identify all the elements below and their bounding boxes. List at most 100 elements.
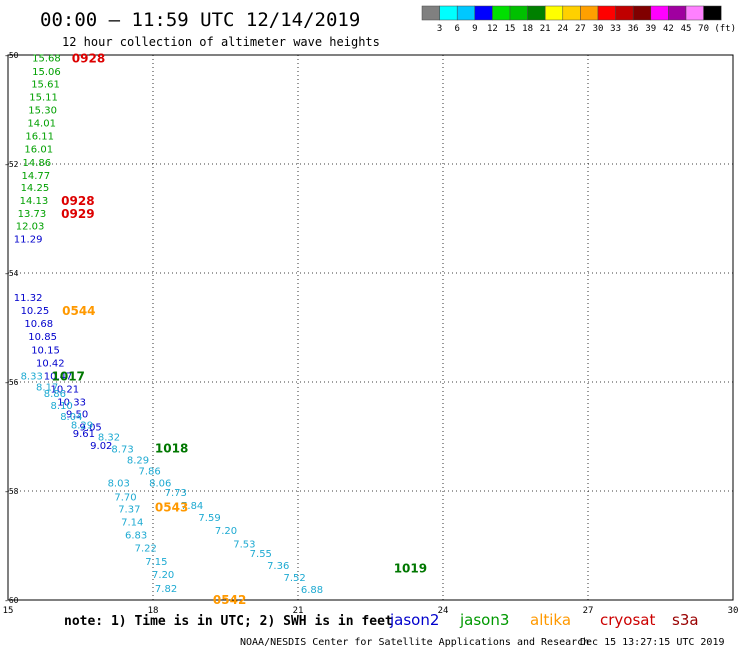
x-tick-label: 15 [3, 606, 14, 616]
x-tick-label: 24 [438, 606, 449, 616]
legend-altika: altika [530, 611, 571, 629]
colorbar-swatch [474, 5, 493, 21]
colorbar-unit: (ft) [714, 24, 736, 34]
colorbar-swatch [650, 5, 669, 21]
colorbar-label: 70 [698, 24, 709, 34]
chart-subtitle: 12 hour collection of altimeter wave hei… [62, 35, 380, 49]
colorbar-swatch [456, 5, 476, 21]
colorbar-label: 3 [437, 24, 442, 34]
x-tick-label: 21 [293, 606, 304, 616]
legend-jason3: jason3 [459, 611, 509, 629]
data-point-s3a: 8.32 [98, 433, 120, 444]
data-point-s3a: 7.82 [155, 584, 177, 595]
pass-time-label: 0929 [61, 207, 94, 221]
data-point-jason2: 9.50 [66, 410, 88, 421]
plot-area: 15 18 21 24 27 30 -50 -52 -54 -56 -58 -60 15.68 15.06… [3, 51, 739, 616]
chart-title: 00:00 – 11:59 UTC 12/14/2019 [40, 9, 360, 31]
pass-time-label: 1018 [155, 441, 188, 455]
colorbar-label: 6 [454, 24, 459, 34]
data-point-s3a: 8.73 [111, 444, 133, 455]
footer-timestamp: Dec 15 13:27:15 UTC 2019 [580, 637, 725, 648]
y-tick-label: -50 [4, 51, 19, 60]
pass-time-label: 0543 [155, 500, 188, 514]
colorbar-swatch [509, 5, 528, 21]
y-tick-label: -60 [4, 596, 19, 605]
data-point-jason2: 11.29 [14, 235, 43, 246]
legend-jason2: jason2 [389, 611, 439, 629]
data-point-s3a: 7.86 [139, 466, 161, 477]
colorbar-label: 24 [557, 24, 568, 34]
colorbar-label: 27 [575, 24, 586, 34]
data-point-jason2: 10.25 [21, 306, 50, 317]
colorbar: 3 6 9 12 15 18 21 24 27 30 33 36 39 42 45 70 (ft) [421, 5, 736, 34]
data-point-s3a: 8.03 [108, 478, 130, 489]
data-point-s3a: 7.84 [181, 501, 203, 512]
colorbar-swatch [703, 5, 722, 21]
data-point-s3a: 7.15 [145, 557, 167, 568]
data-point-jason2: 10.47 [44, 371, 73, 382]
y-tick-label: -54 [4, 269, 19, 278]
colorbar-swatch [527, 5, 546, 21]
data-point-s3a: 7.20 [215, 526, 237, 537]
data-point-jason2: 9.05 [80, 423, 102, 434]
data-point-jason2: 10.68 [24, 319, 53, 330]
colorbar-swatch [632, 5, 652, 21]
data-point-s3a: 8.17 [36, 382, 58, 393]
data-point-s3a: 7.70 [114, 492, 136, 503]
y-tick-label: -56 [4, 378, 19, 387]
data-point-s3a: 8.33 [21, 371, 43, 382]
data-point-s3a: 8.04 [60, 412, 82, 423]
data-point-jason3: 14.86 [23, 158, 52, 169]
data-point-jason2: 10.15 [31, 345, 60, 356]
data-point-jason3: 14.13 [20, 196, 49, 207]
data-point-s3a: 8.29 [71, 421, 93, 432]
pass-time-label: 0928 [72, 52, 105, 66]
data-point-s3a: 7.14 [121, 518, 143, 529]
legend-s3a: s3a [672, 611, 699, 629]
colorbar-label: 45 [681, 24, 692, 34]
data-point-jason3: 15.06 [32, 67, 61, 78]
data-point-s3a: 8.29 [127, 455, 149, 466]
colorbar-swatch [544, 5, 564, 21]
data-point-jason3: 16.01 [24, 145, 53, 156]
satellite-legend: jason2 jason3 altika cryosat s3a [389, 611, 699, 629]
data-point-jason3: 15.68 [32, 54, 61, 65]
colorbar-swatch [615, 5, 634, 21]
data-point-jason3: 16.11 [25, 132, 54, 143]
colorbar-label: 21 [540, 24, 551, 34]
colorbar-swatch [439, 5, 458, 21]
data-point-s3a: 7.37 [118, 504, 140, 515]
colorbar-label: 42 [663, 24, 674, 34]
y-tick-label: -52 [4, 160, 19, 169]
data-point-jason2: 9.61 [73, 429, 95, 440]
footer-note: note: 1) Time is in UTC; 2) SWH is in fe… [64, 614, 393, 629]
pass-time-label: 0542 [213, 593, 246, 607]
colorbar-swatch [580, 5, 599, 21]
colorbar-label: 12 [487, 24, 498, 34]
data-point-jason3: 15.61 [31, 79, 60, 90]
colorbar-label: 39 [645, 24, 656, 34]
data-point-jason3: 14.25 [21, 183, 50, 194]
data-point-s3a: 6.88 [301, 585, 323, 596]
x-tick-label: 30 [728, 606, 739, 616]
data-point-s3a: 7.55 [250, 549, 272, 560]
data-point-s3a: 7.36 [267, 561, 289, 572]
data-point-jason2: 9.02 [90, 441, 112, 452]
data-point-jason3: 15.11 [29, 92, 58, 103]
colorbar-swatch [492, 5, 511, 21]
colorbar-label: 15 [505, 24, 516, 34]
plot-frame [7, 54, 734, 601]
data-point-jason3: 14.01 [27, 119, 56, 130]
data-point-jason2: 10.21 [51, 385, 80, 396]
data-point-jason3: 13.73 [18, 209, 47, 220]
colorbar-swatch [562, 5, 581, 21]
x-tick-label: 18 [148, 606, 159, 616]
data-point-s3a: 7.22 [135, 544, 157, 555]
colorbar-label: 30 [593, 24, 604, 34]
data-point-jason2: 10.42 [36, 358, 65, 369]
data-point-jason3: 12.03 [16, 222, 45, 233]
data-point-jason3: 15.30 [28, 106, 57, 117]
pass-time-label: 1017 [52, 369, 85, 383]
colorbar-label: 9 [472, 24, 477, 34]
